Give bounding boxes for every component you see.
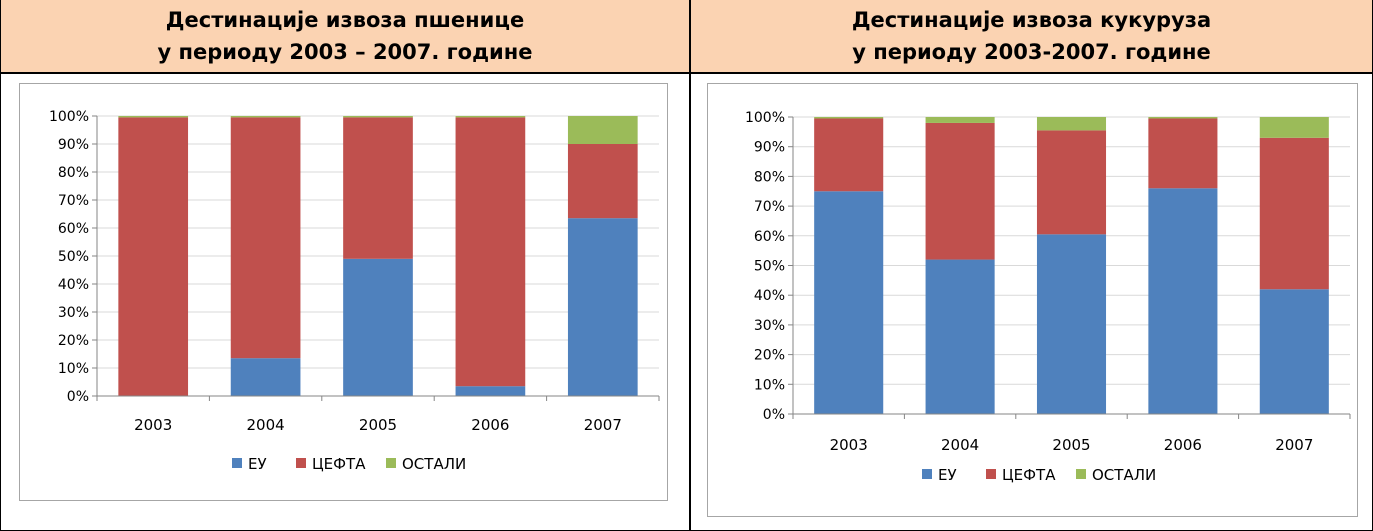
corn-y-tick-label: 40% <box>754 288 785 304</box>
corn-bar-cefta-2007 <box>1259 137 1329 290</box>
wheat-chart-area: 0% 10% 20% 30% 40% 50% 60% 70% 80% 90% 100% 2003 200… <box>19 83 668 501</box>
wheat-export-chart: 0% 10% 20% 30% 40% 50% 60% 70% 80% 90% 100% 2003 200… <box>49 109 660 473</box>
right-panel-title-line2: у периоду 2003-2007. године <box>852 40 1211 64</box>
wheat-y-tick-label: 90% <box>58 137 89 153</box>
wheat-bar-cefta-2005 <box>343 117 413 259</box>
wheat-x-category-label: 2003 <box>134 416 172 434</box>
wheat-bar-cefta-2003 <box>118 117 189 397</box>
wheat-bar-cefta-2004 <box>230 117 301 359</box>
wheat-bar-eu-2007 <box>567 218 638 396</box>
corn-legend-label-cefta: ЦЕФТА <box>1002 466 1056 484</box>
wheat-y-tick-label: 0% <box>67 389 89 405</box>
corn-bar-other-2004 <box>925 117 995 123</box>
wheat-y-tick-label: 20% <box>58 333 89 349</box>
corn-bar-cefta-2005 <box>1036 130 1107 235</box>
corn-legend-label-other: ОСТАЛИ <box>1092 466 1156 484</box>
corn-y-tick-label: 30% <box>754 318 785 334</box>
wheat-x-category-label: 2005 <box>359 416 397 434</box>
wheat-y-tick-label: 40% <box>58 277 89 293</box>
corn-bar-eu-2006 <box>1148 188 1218 414</box>
wheat-legend-label-cefta: ЦЕФТА <box>312 455 366 473</box>
left-panel-header: Дестинације извоза пшенице у периоду 200… <box>1 0 689 74</box>
corn-legend-label-eu: ЕУ <box>938 466 957 484</box>
corn-bar-eu-2004 <box>925 259 995 414</box>
corn-y-tick-label: 80% <box>754 169 785 185</box>
wheat-y-tick-label: 30% <box>58 305 89 321</box>
corn-y-tick-label: 70% <box>754 199 785 215</box>
panel-divider <box>689 0 691 531</box>
wheat-y-tick-label: 80% <box>58 165 89 181</box>
corn-legend-swatch-other <box>1076 469 1086 479</box>
wheat-y-tick-label: 100% <box>49 109 89 125</box>
corn-x-category-label: 2003 <box>830 436 868 454</box>
corn-x-category-label: 2004 <box>941 436 979 454</box>
corn-export-chart: 0% 10% 20% 30% 40% 50% 60% 70% 80% 90% 100% 2003 200… <box>745 110 1351 484</box>
corn-bar-eu-2005 <box>1036 234 1107 414</box>
corn-y-tick-label: 20% <box>754 348 785 364</box>
wheat-legend-swatch-cefta <box>296 458 306 468</box>
wheat-legend-swatch-eu <box>232 458 242 468</box>
wheat-y-tick-label: 60% <box>58 221 89 237</box>
left-panel-title-line2: у периоду 2003 – 2007. године <box>157 40 533 64</box>
right-panel-header: Дестинације извоза кукуруза у периоду 20… <box>691 0 1372 74</box>
wheat-y-tick-label: 10% <box>58 361 89 377</box>
wheat-legend-label-other: ОСТАЛИ <box>402 455 466 473</box>
wheat-bar-other-2007 <box>567 116 638 144</box>
corn-bar-other-2006 <box>1148 117 1218 119</box>
corn-bar-other-2007 <box>1259 117 1329 138</box>
wheat-bar-cefta-2007 <box>567 144 638 219</box>
wheat-bar-eu-2004 <box>230 358 301 396</box>
corn-bar-eu-2007 <box>1259 289 1329 414</box>
corn-x-category-label: 2006 <box>1164 436 1202 454</box>
corn-y-tick-label: 60% <box>754 229 785 245</box>
wheat-bar-eu-2005 <box>343 258 413 396</box>
wheat-bar-other-2003 <box>118 116 189 118</box>
corn-y-tick-label: 100% <box>745 110 785 126</box>
corn-x-category-label: 2005 <box>1052 436 1090 454</box>
wheat-x-category-label: 2007 <box>584 416 622 434</box>
wheat-y-tick-label: 70% <box>58 193 89 209</box>
corn-bar-cefta-2003 <box>814 118 884 192</box>
wheat-bar-cefta-2006 <box>455 117 526 387</box>
left-panel-title-line1: Дестинације извоза пшенице <box>165 8 525 32</box>
wheat-y-tick-label: 50% <box>58 249 89 265</box>
corn-y-tick-label: 90% <box>754 140 785 156</box>
wheat-legend-label-eu: ЕУ <box>248 455 267 473</box>
corn-chart-area: 0% 10% 20% 30% 40% 50% 60% 70% 80% 90% 100% 2003 200… <box>707 83 1358 517</box>
wheat-legend-swatch-other <box>386 458 396 468</box>
corn-x-category-label: 2007 <box>1275 436 1313 454</box>
corn-legend-swatch-cefta <box>986 469 996 479</box>
wheat-bar-other-2004 <box>230 116 301 118</box>
corn-bar-cefta-2004 <box>925 122 995 260</box>
wheat-bar-other-2005 <box>343 116 413 118</box>
corn-y-tick-label: 10% <box>754 377 785 393</box>
corn-y-tick-label: 0% <box>763 407 785 423</box>
corn-y-tick-label: 50% <box>754 259 785 275</box>
wheat-bar-eu-2006 <box>455 386 526 396</box>
corn-bar-eu-2003 <box>814 191 884 414</box>
corn-legend-swatch-eu <box>922 469 932 479</box>
corn-bar-cefta-2006 <box>1148 118 1218 189</box>
corn-bar-other-2003 <box>814 117 884 119</box>
wheat-x-category-label: 2006 <box>471 416 509 434</box>
wheat-bar-other-2006 <box>455 116 526 118</box>
wheat-x-category-label: 2004 <box>247 416 285 434</box>
corn-bar-other-2005 <box>1036 117 1107 131</box>
right-panel-title-line1: Дестинације извоза кукуруза <box>851 8 1212 32</box>
